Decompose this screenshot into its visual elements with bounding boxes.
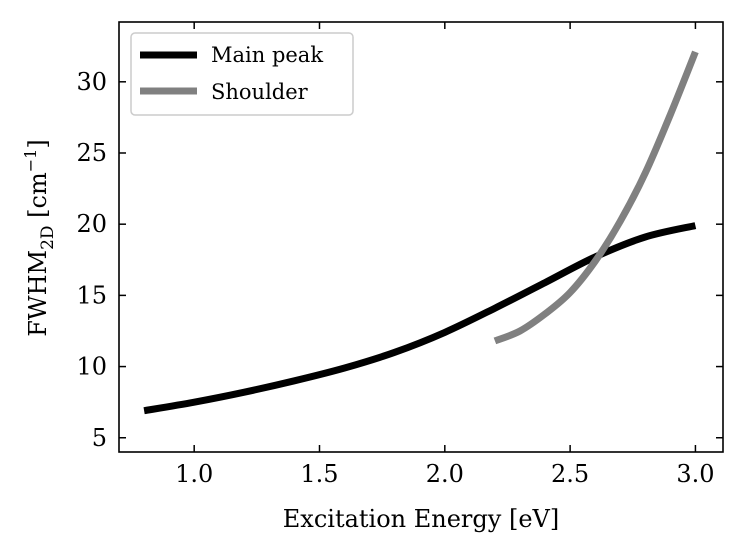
series-line-main-peak <box>143 222 697 415</box>
y-tick-label: 5 <box>92 424 107 452</box>
plot-frame <box>118 21 724 453</box>
y-tick-label: 10 <box>76 353 107 381</box>
y-tick-label: 20 <box>76 210 107 238</box>
x-tick-label: 1.0 <box>175 460 213 488</box>
y-axis-label-unit-close: ] <box>24 139 52 148</box>
legend-label-main-peak: Main peak <box>211 43 323 67</box>
x-axis-label: Excitation Energy [eV] <box>283 505 559 533</box>
x-tick-label: 3.0 <box>676 460 714 488</box>
y-tick-label: 25 <box>76 139 107 167</box>
y-tick-label: 15 <box>76 281 107 309</box>
x-tick-label: 1.5 <box>300 460 338 488</box>
y-axis-label-main: FWHM <box>24 250 52 337</box>
y-tick-label: 30 <box>76 68 107 96</box>
x-tick-label: 2.0 <box>426 460 464 488</box>
series-line-shoulder <box>493 50 699 345</box>
legend-label-shoulder: Shoulder <box>211 80 309 104</box>
y-axis-label: FWHM2D [cm−1] <box>21 139 58 336</box>
x-tick-label: 2.5 <box>551 460 589 488</box>
legend: Main peak Shoulder <box>130 32 354 116</box>
y-axis-label-subscript: 2D <box>38 225 58 249</box>
y-axis-label-unit: [cm <box>24 172 52 225</box>
y-axis-label-unit-superscript: −1 <box>21 149 40 173</box>
